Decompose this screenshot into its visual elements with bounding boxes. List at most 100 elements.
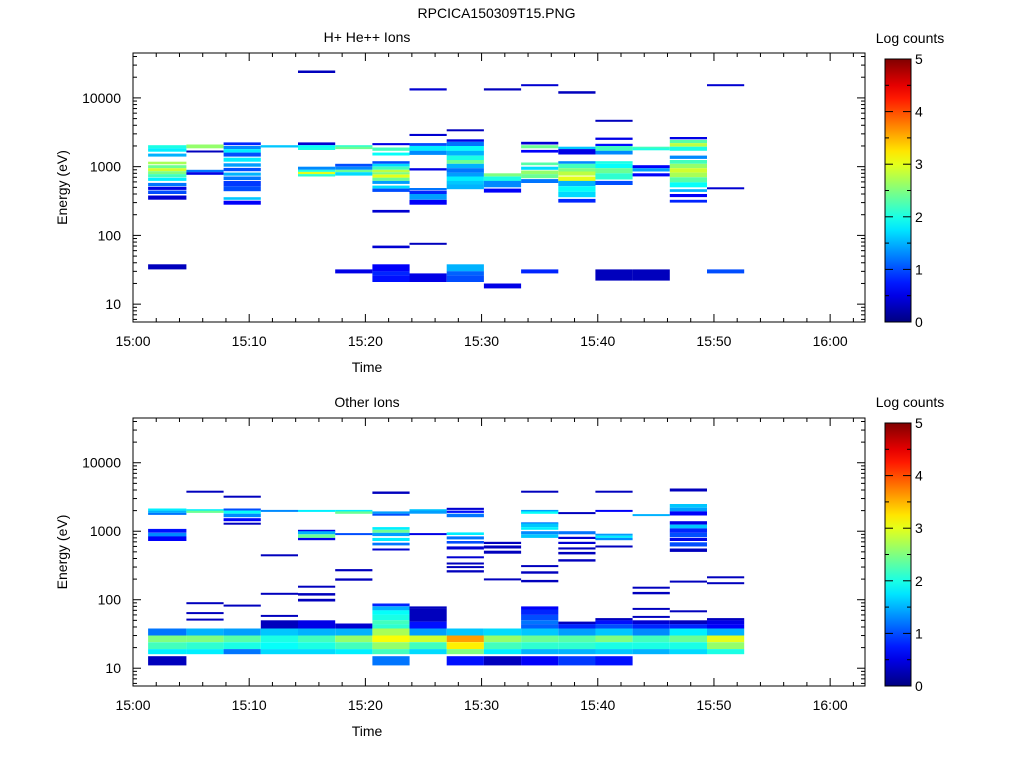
heatmap-cell (446, 656, 484, 666)
heatmap-cell (521, 642, 559, 650)
heatmap-cell (298, 537, 336, 541)
x-tick-label: 15:00 (115, 333, 150, 349)
heatmap-cell (372, 177, 410, 181)
heatmap-cell (707, 582, 745, 585)
heatmap-cell (298, 593, 336, 596)
heatmap-cell (372, 143, 410, 146)
heatmap-cell (632, 628, 670, 636)
heatmap-cell (372, 614, 410, 621)
heatmap-cell (186, 144, 224, 149)
colorbar-tick-label: 0 (915, 314, 923, 330)
heatmap-cell (223, 510, 261, 514)
heatmap-cell (409, 199, 447, 205)
heatmap-cell (632, 168, 670, 172)
y-tick-label: 100 (98, 592, 122, 608)
heatmap-cell (298, 174, 336, 177)
heatmap-cell (372, 542, 410, 546)
heatmap-cell (148, 656, 187, 666)
heatmap-cell (372, 642, 410, 650)
heatmap-cell (298, 534, 336, 538)
heatmap-cell (446, 546, 484, 550)
heatmap-cell (223, 642, 261, 650)
heatmap-cell (669, 146, 707, 151)
heatmap-cell (595, 649, 633, 655)
y-axis-label: Energy (eV) (54, 515, 70, 590)
heatmap-cell (335, 169, 373, 173)
heatmap-cell (298, 649, 336, 655)
heatmap-cell (595, 656, 633, 666)
heatmap-cell (223, 146, 261, 150)
heatmap-cell (521, 162, 559, 166)
heatmap-cell (372, 180, 410, 184)
heatmap-cell (446, 141, 484, 146)
heatmap-cell (558, 146, 596, 150)
heatmap-cell (521, 628, 559, 636)
heatmap-cell (595, 509, 633, 512)
heatmap-cell (558, 191, 596, 198)
heatmap-cell (148, 635, 187, 643)
heatmap-cell (409, 242, 447, 245)
heatmap-cell (521, 174, 559, 179)
heatmap-cell (148, 145, 187, 149)
heatmap-cell (558, 91, 596, 94)
heatmap-cell (223, 167, 261, 172)
heatmap-cell (372, 511, 410, 514)
heatmap-cell (148, 182, 187, 187)
heatmap-cell (558, 559, 596, 562)
heatmap-cell (707, 649, 745, 655)
heatmap-cell (372, 603, 410, 607)
x-tick-label: 15:40 (580, 697, 615, 713)
heatmap-cell (372, 152, 410, 156)
heatmap-cell (372, 209, 410, 213)
heatmap-cell (521, 649, 559, 655)
heatmap-cell (558, 624, 596, 629)
heatmap-cell (446, 532, 484, 535)
heatmap-cell (521, 509, 559, 512)
heatmap-cell (372, 163, 410, 167)
heatmap-cell (223, 176, 261, 180)
heatmap-cell (632, 586, 670, 589)
heatmap-cell (148, 532, 187, 537)
heatmap-cell (521, 635, 559, 643)
heatmap-cell (409, 533, 447, 536)
heatmap-cell (372, 491, 410, 494)
heatmap-cell (223, 518, 261, 522)
heatmap-cell (707, 84, 745, 87)
heatmap-cell (409, 150, 447, 155)
colorbar-tick-label: 0 (915, 678, 923, 694)
heatmap-cell (669, 177, 707, 183)
heatmap-cell (335, 509, 373, 512)
heatmap-cell (669, 635, 707, 643)
heatmap-cell (186, 509, 224, 512)
colorbar-tick-label: 4 (915, 104, 923, 120)
heatmap-cell (632, 146, 670, 149)
heatmap-cell (483, 649, 522, 655)
panel-title: Other Ions (334, 394, 399, 410)
heatmap-cell (372, 628, 410, 636)
heatmap-cell (148, 165, 187, 169)
heatmap-cell (632, 624, 670, 629)
heatmap-cells (148, 70, 745, 289)
heatmap-cell (595, 545, 633, 548)
x-tick-label: 15:20 (348, 697, 383, 713)
heatmap-cell (558, 163, 596, 169)
heatmap-cell (521, 141, 559, 145)
heatmap-cell (446, 129, 484, 132)
heatmap-cell (521, 614, 559, 621)
colorbar-tick-label: 2 (915, 209, 923, 225)
heatmap-cell (595, 163, 633, 169)
heatmap-cell (669, 488, 707, 492)
heatmap-cell (409, 88, 447, 91)
heatmap-cell (446, 264, 484, 272)
heatmap-cell (632, 607, 670, 610)
heatmap-cell (409, 509, 447, 512)
heatmap-cell (669, 507, 707, 512)
heatmap-cell (148, 536, 187, 541)
heatmap-cell (223, 163, 261, 167)
heatmap-cell (558, 547, 596, 550)
heatmap-cell (558, 512, 596, 515)
heatmap-cell (409, 188, 447, 190)
heatmap-cell (595, 146, 633, 151)
heatmap-cell (335, 166, 373, 170)
